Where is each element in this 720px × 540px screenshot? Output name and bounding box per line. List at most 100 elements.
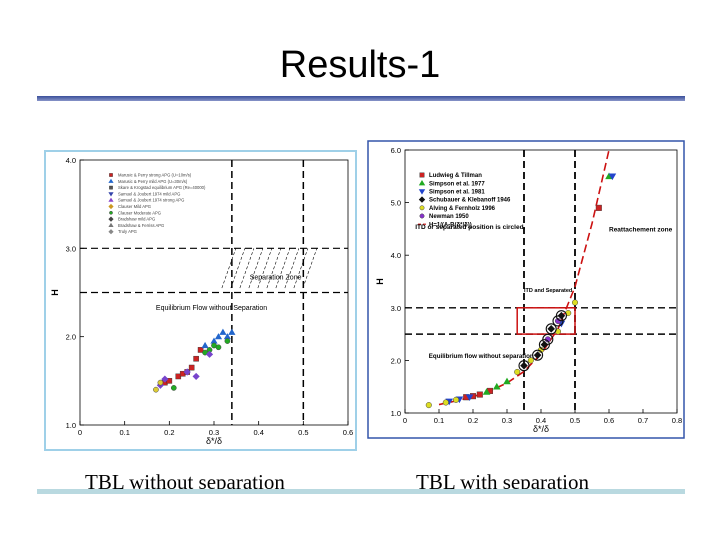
- legend-marker: [418, 180, 426, 186]
- x-tick-label: 0.8: [672, 416, 682, 425]
- legend-marker: [418, 196, 426, 203]
- y-tick-label: 5.0: [391, 199, 401, 208]
- data-point: [223, 333, 231, 340]
- legend-marker: [108, 192, 114, 197]
- legend-marker: [108, 203, 114, 210]
- y-tick-label: 4.0: [66, 156, 76, 165]
- y-tick-label: 1.0: [66, 421, 76, 430]
- y-tick-label: 6.0: [391, 146, 401, 155]
- zone-hatch: [302, 248, 318, 289]
- data-point: [161, 375, 169, 383]
- zone-hatch: [230, 248, 246, 289]
- data-point: [215, 344, 222, 351]
- data-point: [520, 361, 528, 370]
- legend-marker: [418, 189, 426, 195]
- chart-2: 0 0.1 0.2 0.3 0.4 0.5 0.6 0.7 0.8 1.0 2.0 3.0 4.0 5.0…: [367, 140, 685, 439]
- x-tick-label: 0.3: [502, 416, 512, 425]
- legend-label: Bradshaw mild APG: [118, 217, 155, 222]
- data-point: [157, 379, 164, 386]
- circled-point: [518, 360, 530, 372]
- zone-hatch: [284, 248, 300, 289]
- data-point: [527, 357, 534, 364]
- data-point: [188, 364, 195, 371]
- chart-frame: [367, 140, 685, 439]
- data-point: [183, 368, 191, 376]
- legend-marker: [109, 185, 113, 190]
- legend-label: Samuel & Joubert 1974 mild APG: [118, 191, 180, 196]
- data-point: [219, 328, 227, 335]
- y-tick-label: 2.0: [391, 356, 401, 365]
- data-point: [228, 328, 236, 335]
- legend-label: Bradshaw & Ferriss APG: [118, 223, 164, 228]
- data-point: [153, 386, 159, 393]
- x-axis-label: δ*/δ: [533, 424, 549, 434]
- annotation-label: ITD and Separated: [524, 288, 572, 294]
- zone-hatch: [275, 248, 291, 289]
- annotation-label: Reattachement zone: [609, 227, 673, 234]
- x-tick-label: 0.6: [604, 416, 614, 425]
- x-tick-label: 0.1: [119, 428, 129, 437]
- x-tick-label: 0.1: [434, 416, 444, 425]
- y-tick-label: 1.0: [391, 409, 401, 418]
- legend-label: Clauser Mild APG: [118, 204, 151, 209]
- x-tick-label: 0.2: [468, 416, 478, 425]
- zone-hatch: [257, 248, 273, 289]
- legend-label: Newman 1950: [429, 214, 469, 220]
- bottom-rule: [37, 489, 685, 494]
- data-point: [201, 341, 209, 349]
- data-point: [202, 349, 208, 356]
- circled-point: [552, 315, 564, 327]
- x-tick-label: 0.5: [570, 416, 580, 425]
- legend-label: Schubauer & Klebanoff 1946: [429, 198, 511, 204]
- data-point: [540, 340, 549, 349]
- circled-point: [542, 333, 554, 345]
- data-point: [452, 396, 460, 403]
- legend-marker: [419, 213, 425, 219]
- y-tick-label: 4.0: [391, 251, 401, 260]
- x-axis-label: δ*/δ: [206, 436, 222, 446]
- data-point: [476, 391, 483, 398]
- x-tick-label: 0.7: [638, 416, 648, 425]
- data-point: [425, 402, 432, 409]
- data-point: [608, 173, 617, 181]
- data-point: [224, 338, 231, 344]
- legend-label: Truly APG: [118, 229, 137, 234]
- legend-marker: [108, 197, 114, 202]
- legend-label: Ludwieg & Tillman: [429, 173, 482, 179]
- legend-label: Simpson et al. 1977: [429, 181, 485, 187]
- data-point: [197, 347, 204, 353]
- zone-hatch: [293, 248, 309, 289]
- annotation-label: Equilibrium flow without separation: [429, 353, 534, 360]
- annotation-label: ITD or separated position is circled.: [415, 224, 525, 231]
- legend-label: Marusic & Perry strong APG (U=10m/s): [118, 172, 192, 177]
- data-point: [595, 204, 602, 211]
- y-tick-label: 3.0: [391, 304, 401, 313]
- circled-point: [545, 323, 557, 335]
- legend-label: Skare & Krogstad equilibrium APG (Re=400…: [118, 185, 206, 190]
- x-tick-label: 0.5: [298, 428, 308, 437]
- title-rule: [37, 96, 685, 101]
- legend-marker: [109, 173, 113, 177]
- x-tick-label: 0: [78, 428, 82, 437]
- plot-area: [404, 149, 678, 414]
- data-point: [465, 394, 474, 402]
- legend-label: Clauser Moderate APG: [118, 210, 161, 215]
- y-tick-label: 2.0: [66, 333, 76, 342]
- data-point: [442, 399, 449, 406]
- zone-hatch: [221, 248, 237, 289]
- legend-marker: [108, 178, 114, 183]
- y-axis-label: H: [50, 289, 60, 296]
- legend-label: H=1/(A-B(δ*/δ)): [429, 222, 472, 228]
- data-point: [170, 385, 177, 391]
- data-point: [205, 350, 214, 358]
- legend-marker: [419, 205, 425, 211]
- legend-marker: [108, 216, 114, 222]
- legend-marker: [108, 222, 114, 227]
- annotation-label: Equilibrium Flow without Separation: [156, 305, 267, 312]
- legend-marker: [108, 229, 114, 235]
- y-axis-label: H: [375, 278, 385, 285]
- data-point: [571, 299, 579, 306]
- x-tick-label: 0.6: [343, 428, 353, 437]
- data-point: [166, 378, 173, 384]
